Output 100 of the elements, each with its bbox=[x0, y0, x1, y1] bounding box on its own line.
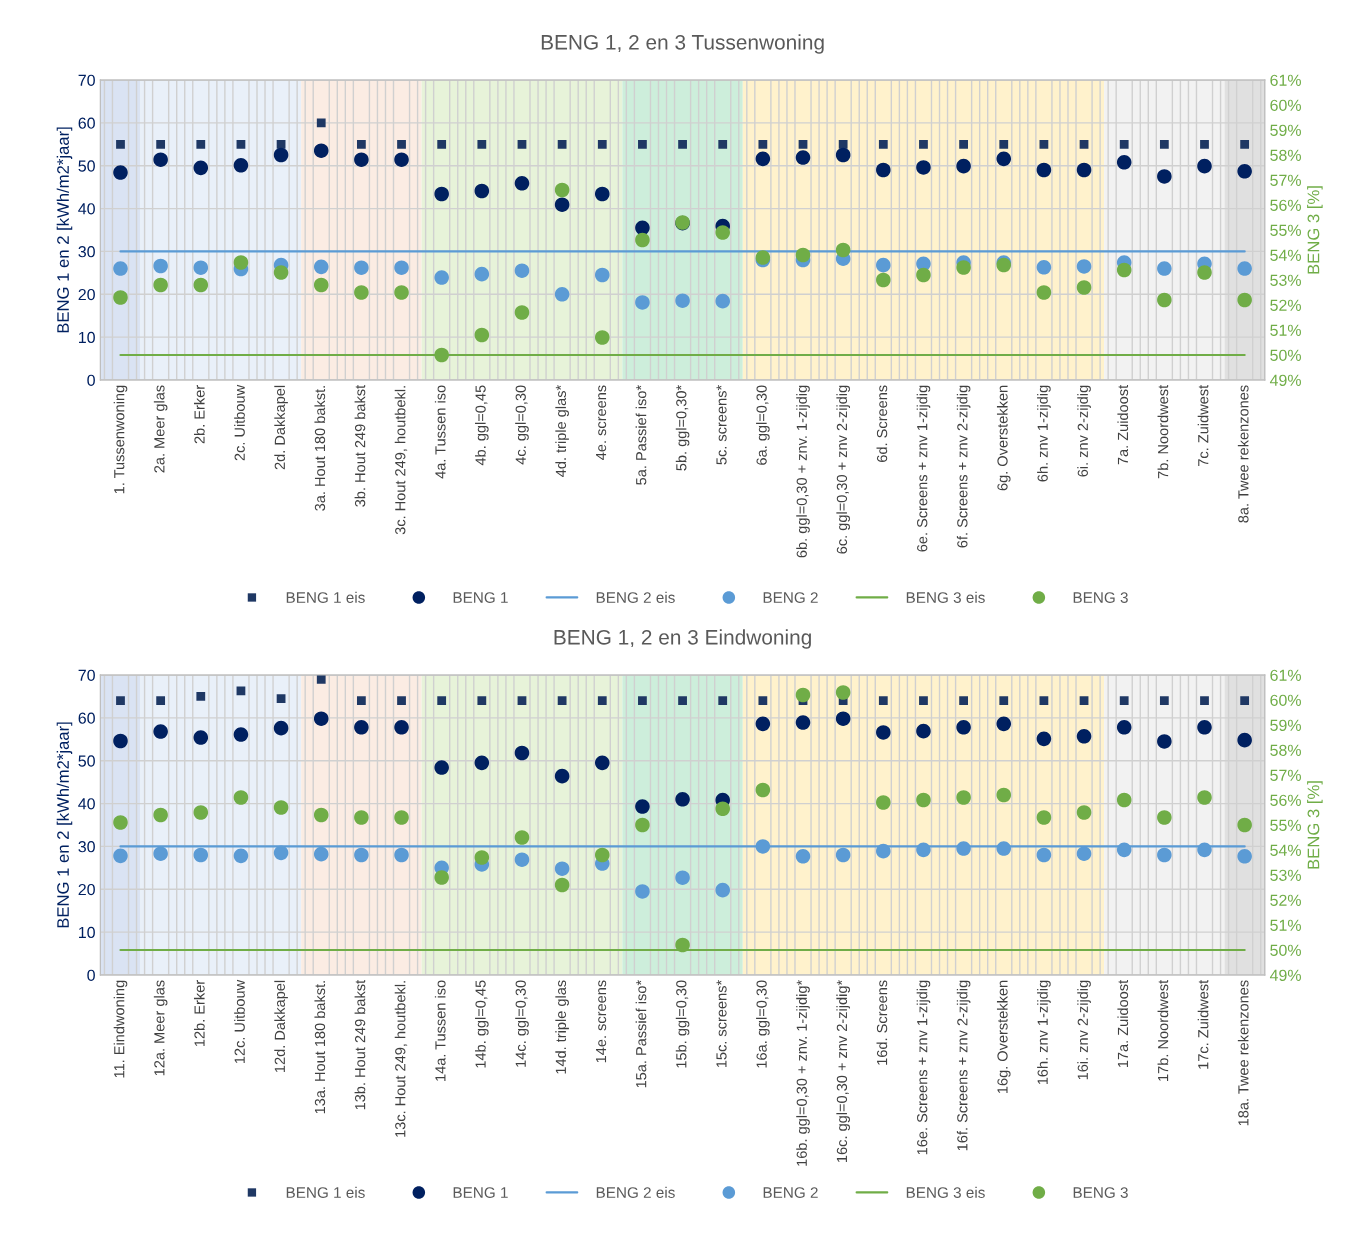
point bbox=[1237, 164, 1252, 179]
point bbox=[959, 696, 968, 706]
y2-tick-label: 61% bbox=[1270, 74, 1301, 86]
point bbox=[1036, 162, 1052, 178]
point bbox=[919, 696, 928, 706]
point bbox=[437, 696, 447, 706]
y2-tick-label: 57% bbox=[1270, 769, 1301, 781]
legend-label: BENG 2 eis bbox=[596, 1186, 675, 1198]
point bbox=[153, 846, 168, 861]
point bbox=[715, 225, 730, 240]
legend-label: BENG 3 bbox=[1073, 592, 1128, 603]
x-tick-label: 13c. Hout 249, houtbekl. bbox=[394, 981, 408, 1137]
point bbox=[273, 845, 289, 861]
point bbox=[397, 696, 406, 706]
point bbox=[193, 805, 209, 820]
point bbox=[835, 685, 851, 700]
point bbox=[113, 290, 128, 305]
point bbox=[193, 260, 209, 275]
y-tick-label: 50 bbox=[78, 160, 95, 172]
legend-label: BENG 1 eis bbox=[286, 1186, 365, 1198]
x-tick-label: 5c. screens* bbox=[716, 385, 727, 465]
point bbox=[273, 265, 289, 280]
point bbox=[996, 787, 1012, 803]
x-tick-label: 16h. znv 1-zijdig bbox=[1037, 980, 1051, 1085]
point bbox=[356, 696, 366, 706]
x-tick-label: 1. Tussenwoning bbox=[113, 385, 128, 494]
x-tick-label: 6b. ggl=0,30 + znv. 1-zijdig bbox=[796, 385, 810, 558]
point bbox=[956, 720, 971, 735]
y2-tick-label: 57% bbox=[1270, 174, 1301, 186]
point bbox=[795, 247, 811, 263]
y-tick-label: 10 bbox=[79, 926, 95, 939]
point bbox=[233, 790, 249, 805]
point bbox=[597, 139, 607, 149]
point bbox=[113, 848, 128, 864]
point bbox=[313, 846, 329, 862]
point bbox=[116, 139, 125, 149]
point bbox=[394, 260, 409, 275]
point bbox=[236, 686, 246, 696]
point bbox=[718, 696, 728, 706]
point bbox=[313, 277, 329, 293]
y2-tick-label: 50% bbox=[1270, 349, 1301, 361]
legend-label: BENG 3 bbox=[1073, 1187, 1128, 1198]
point bbox=[638, 696, 647, 706]
point bbox=[795, 687, 811, 703]
point bbox=[193, 847, 209, 863]
point bbox=[233, 158, 249, 173]
y2-tick-label: 59% bbox=[1270, 719, 1301, 731]
point bbox=[835, 847, 851, 863]
y2-tick-label: 49% bbox=[1269, 374, 1301, 386]
point bbox=[193, 277, 209, 293]
point bbox=[755, 716, 771, 732]
x-tick-label: 15c. screens* bbox=[716, 980, 727, 1068]
x-tick-label: 16b. ggl=0,30 + znv. 1-zijdig* bbox=[796, 980, 810, 1166]
point bbox=[758, 139, 768, 149]
point bbox=[1076, 846, 1092, 861]
point bbox=[635, 232, 650, 248]
point bbox=[635, 817, 650, 833]
y-tick-label: 40 bbox=[78, 203, 95, 215]
point bbox=[196, 692, 206, 701]
point bbox=[273, 147, 289, 163]
point bbox=[876, 162, 891, 178]
point bbox=[1036, 847, 1052, 863]
point bbox=[116, 696, 125, 706]
x-tick-label: 16g. Overstekken bbox=[996, 980, 1011, 1094]
chart-title: BENG 1, 2 en 3 Eindwoning bbox=[554, 629, 811, 649]
point bbox=[233, 848, 249, 864]
point bbox=[635, 799, 650, 814]
point bbox=[956, 260, 971, 275]
point bbox=[1039, 696, 1049, 706]
x-tick-label: 16f. Screens + znv 2-zijdig bbox=[956, 980, 971, 1151]
point bbox=[1157, 292, 1172, 308]
point bbox=[996, 151, 1012, 167]
point bbox=[835, 242, 851, 258]
point bbox=[273, 720, 289, 736]
point bbox=[474, 327, 490, 343]
point bbox=[1200, 139, 1209, 149]
y-tick-label: 20 bbox=[78, 288, 95, 301]
legend-label: BENG 3 eis bbox=[906, 1186, 985, 1198]
point bbox=[514, 830, 530, 845]
x-tick-label: 6c. ggl=0,30 + znv 2-zijdig bbox=[836, 385, 850, 554]
point bbox=[675, 293, 690, 308]
x-tick-label: 17c. Zuidwest bbox=[1197, 979, 1209, 1069]
point bbox=[1039, 139, 1049, 149]
point bbox=[1119, 696, 1129, 706]
x-tick-label: 14e. screens bbox=[596, 980, 607, 1063]
point bbox=[1116, 842, 1132, 858]
point bbox=[554, 287, 570, 302]
point bbox=[1157, 261, 1172, 276]
point bbox=[635, 220, 650, 236]
x-tick-label: 4d. triple glas* bbox=[555, 385, 569, 477]
point bbox=[554, 182, 570, 198]
legend-label: BENG 2 bbox=[763, 592, 818, 603]
y2-tick-label: 54% bbox=[1270, 249, 1301, 261]
point bbox=[316, 118, 326, 128]
x-tick-label: 6g. Overstekken bbox=[996, 385, 1011, 491]
point bbox=[193, 160, 209, 176]
x-tick-label: 6d. Screens bbox=[876, 385, 888, 462]
point bbox=[678, 696, 687, 706]
point bbox=[153, 152, 168, 167]
point bbox=[514, 263, 530, 278]
